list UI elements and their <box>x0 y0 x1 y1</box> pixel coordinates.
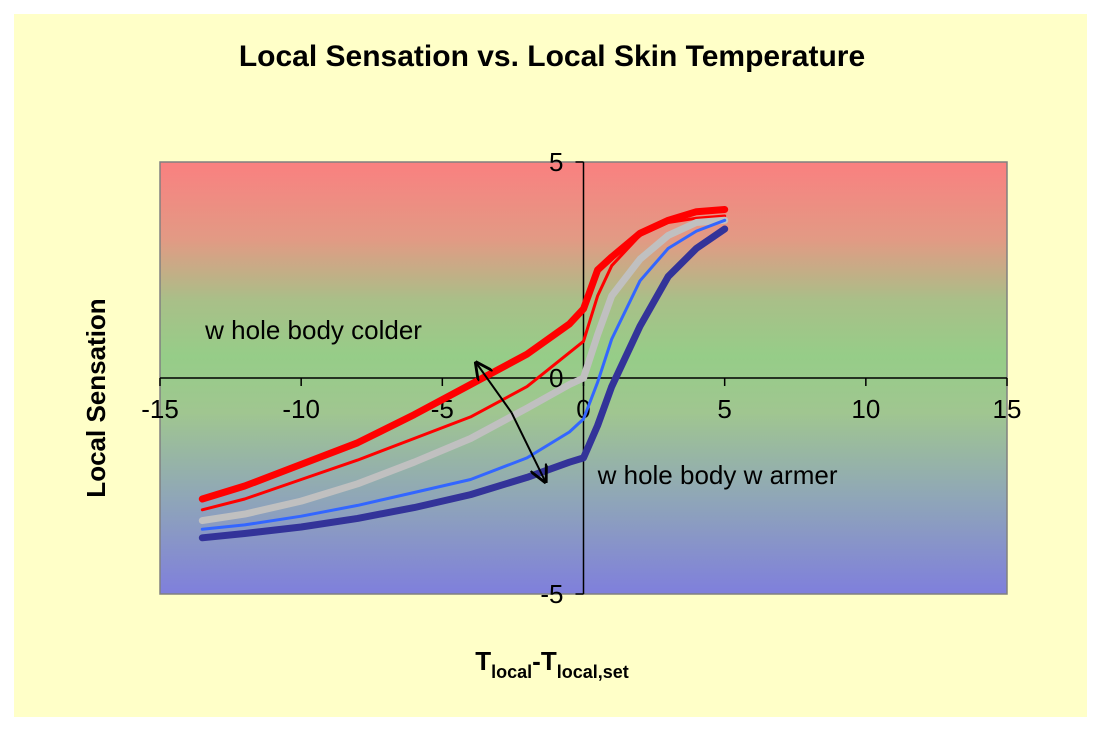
x-axis-title: Tlocal-Tlocal,set <box>475 646 629 682</box>
x-title-sep: -T <box>532 646 557 676</box>
x-tick-label: -15 <box>141 394 179 424</box>
arrow-to-warmer <box>510 412 546 482</box>
x-title-sub2: local,set <box>557 662 629 682</box>
x-tick-label: 5 <box>717 394 731 424</box>
series-line-5 <box>198 225 729 542</box>
chart-title: Local Sensation vs. Local Skin Temperatu… <box>239 40 865 73</box>
x-tick-label: -10 <box>282 394 320 424</box>
series-line-3 <box>198 216 729 525</box>
series-line-1 <box>198 206 729 503</box>
chart-svg: Local Sensation vs. Local Skin Temperatu… <box>81 40 1022 682</box>
arrow-to-colder <box>476 363 513 414</box>
series-line-4 <box>200 218 727 531</box>
x-title-main: T <box>475 646 491 676</box>
annotation-1: w hole body colder <box>204 315 422 345</box>
x-title-sub1: local <box>491 662 532 682</box>
y-tick-label: 5 <box>549 147 563 177</box>
y-tick-label: -5 <box>540 579 563 609</box>
y-tick-label: 0 <box>549 363 563 393</box>
annotation-2: w hole body w armer <box>597 460 838 490</box>
series-line-2 <box>200 214 727 512</box>
x-tick-label: 10 <box>851 394 880 424</box>
y-axis-title: Local Sensation <box>81 298 111 497</box>
x-tick-label: 15 <box>993 394 1022 424</box>
chart-area: Local Sensation vs. Local Skin Temperatu… <box>14 14 1087 717</box>
x-tick-label: 0 <box>576 394 590 424</box>
